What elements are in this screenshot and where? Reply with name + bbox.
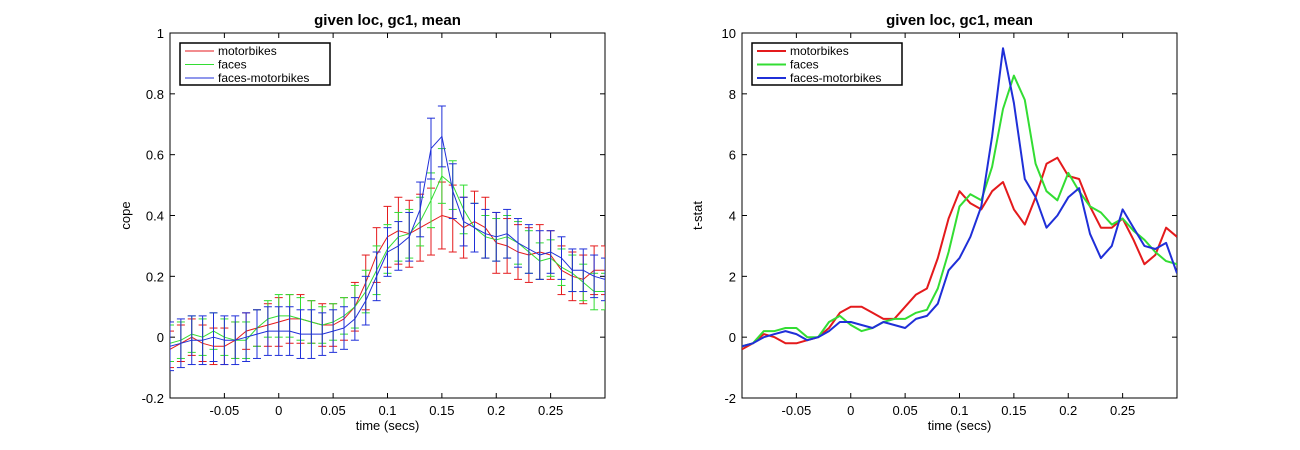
series-faces-motorbikes	[170, 105, 605, 372]
x-tick-label: 0	[275, 403, 282, 418]
legend-label: motorbikes	[790, 44, 849, 58]
x-tick-label: 0.05	[892, 403, 917, 418]
plot-series	[742, 47, 1177, 351]
t-stat-chart: -0.05 0 0.05 0.1 0.15 0.2 0.25 -2 0 2 4 6 8 10 given l…	[690, 12, 1178, 433]
y-axis-label: t-stat	[690, 201, 705, 230]
chart-title: given loc, gc1, mean	[314, 12, 461, 29]
y-tick-label: 0.4	[146, 209, 164, 224]
x-tick-label: 0.1	[950, 403, 968, 418]
y-tick-label: -0.2	[142, 391, 164, 406]
y-tick-label: 8	[729, 87, 736, 102]
y-tick-label: 1	[157, 26, 164, 41]
y-tick-label: -2	[724, 391, 736, 406]
x-tick-label: 0.2	[1059, 403, 1077, 418]
x-tick-label: 0.2	[487, 403, 505, 418]
y-tick-label: 0.2	[146, 269, 164, 284]
x-tick-label: 0.25	[538, 403, 563, 418]
plot-area	[741, 32, 1178, 399]
series-line-faces-motorbikes	[742, 47, 1177, 348]
series-faces-motorbikes	[742, 47, 1177, 348]
cope-chart: -0.05 0 0.05 0.1 0.15 0.2 0.25 -0.2 0 0.2 0.4 0.6 0.…	[118, 12, 606, 433]
y-tick-label: 4	[729, 209, 736, 224]
x-tick-label: 0.25	[1110, 403, 1135, 418]
y-axis-label: cope	[118, 201, 133, 229]
y-tick-label: 0.8	[146, 87, 164, 102]
y-tick-label: 0	[157, 330, 164, 345]
y-tick-label: 10	[722, 26, 736, 41]
y-tick-label: 6	[729, 148, 736, 163]
x-tick-label: 0	[847, 403, 854, 418]
x-tick-label: 0.05	[320, 403, 345, 418]
x-tick-label: 0.15	[1001, 403, 1026, 418]
legend-label: faces-motorbikes	[218, 71, 309, 85]
legend-label: faces-motorbikes	[790, 71, 881, 85]
x-tick-label: 0.1	[378, 403, 396, 418]
x-tick-label: 0.15	[429, 403, 454, 418]
y-tick-label: 2	[729, 269, 736, 284]
x-axis-label: time (secs)	[356, 418, 420, 433]
series-line-faces-motorbikes	[170, 135, 605, 347]
x-tick-label: -0.05	[782, 403, 812, 418]
legend-label: faces	[218, 58, 247, 72]
x-axis-label: time (secs)	[928, 418, 992, 433]
y-tick-label: 0.6	[146, 148, 164, 163]
legend-label: motorbikes	[218, 44, 277, 58]
chart-title: given loc, gc1, mean	[886, 12, 1033, 29]
y-tick-label: 0	[729, 330, 736, 345]
legend-label: faces	[790, 58, 819, 72]
plot-series	[170, 105, 605, 372]
x-tick-label: -0.05	[210, 403, 240, 418]
